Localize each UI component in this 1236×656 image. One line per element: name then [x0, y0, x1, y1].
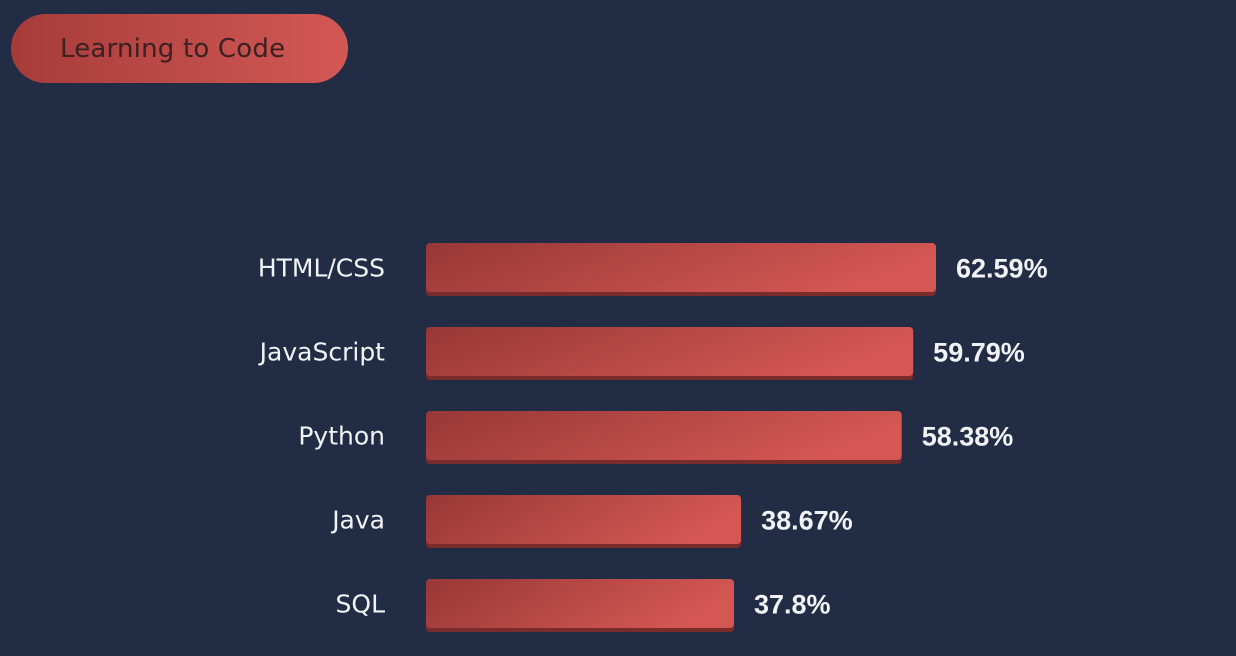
value-label-java: 38.67% — [761, 506, 853, 536]
bar-row-javascript: JavaScript 59.79% — [258, 327, 1025, 380]
value-label-html-css: 62.59% — [956, 254, 1048, 284]
bar-javascript — [426, 327, 914, 376]
category-label-javascript: JavaScript — [258, 338, 386, 367]
category-label-html-css: HTML/CSS — [258, 254, 385, 283]
value-label-javascript: 59.79% — [933, 338, 1025, 368]
category-label-sql: SQL — [336, 590, 386, 619]
learning-to-code-tab-button[interactable]: Learning to Code — [11, 14, 348, 83]
bar-row-python: Python 58.38% — [298, 411, 1013, 464]
bar-java — [426, 495, 742, 544]
bar-row-html-css: HTML/CSS 62.59% — [258, 243, 1048, 296]
bar-row-java: Java 38.67% — [330, 495, 853, 548]
bar-row-sql: SQL 37.8% — [336, 579, 831, 632]
value-label-python: 58.38% — [922, 422, 1014, 452]
bar-html-css — [426, 243, 936, 292]
bar-python — [426, 411, 902, 460]
value-label-sql: 37.8% — [754, 590, 831, 620]
bars-group: HTML/CSS 62.59% JavaScript 59.79% Python 58.3… — [258, 243, 1048, 632]
category-label-python: Python — [298, 422, 385, 451]
learning-to-code-label: Learning to Code — [60, 33, 286, 64]
category-label-java: Java — [330, 506, 385, 535]
bar-sql — [426, 579, 735, 628]
